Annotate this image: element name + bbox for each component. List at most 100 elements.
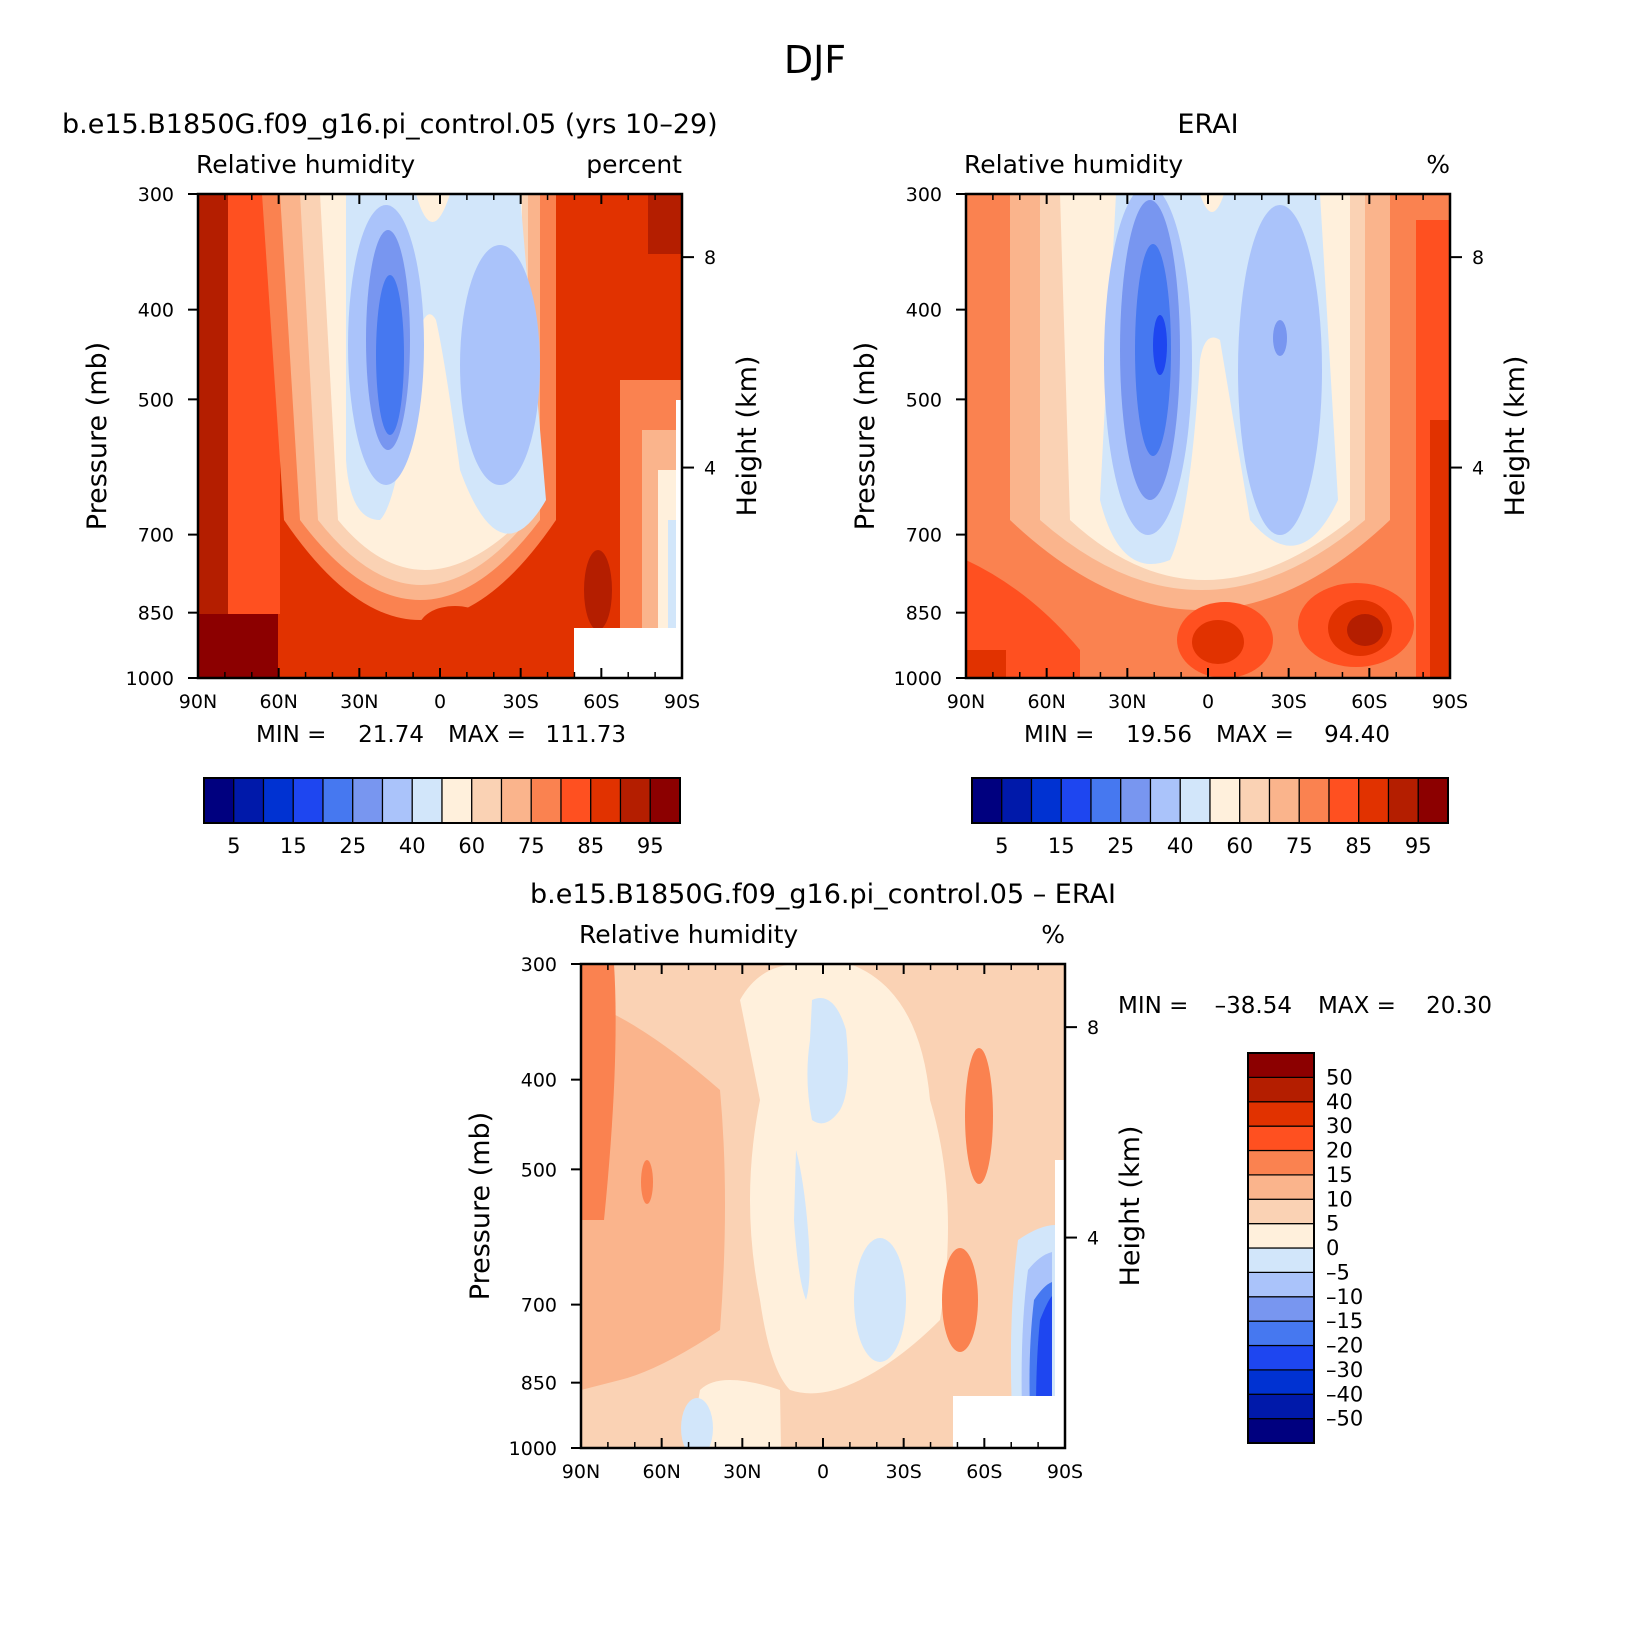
colorbar-box bbox=[530, 777, 562, 824]
field-band bbox=[581, 1000, 725, 1390]
x-tick-label: 30N bbox=[340, 691, 378, 713]
field-band bbox=[1430, 420, 1450, 678]
colorbar-box bbox=[500, 777, 532, 824]
field-band bbox=[198, 194, 228, 614]
x-tick-label: 60N bbox=[259, 691, 297, 713]
colorbar-label: –15 bbox=[1326, 1309, 1363, 1333]
colorbar-box bbox=[560, 777, 592, 824]
panel-diff-left-label: Relative humidity bbox=[579, 920, 798, 949]
colorbar-box bbox=[322, 777, 354, 824]
colorbar-box bbox=[1247, 1247, 1315, 1273]
x-tick-label: 30S bbox=[886, 1461, 922, 1483]
field-band bbox=[1238, 205, 1322, 535]
panel-model-field bbox=[198, 194, 682, 678]
figure-title: DJF bbox=[784, 38, 846, 82]
colorbar-label: –40 bbox=[1326, 1382, 1363, 1406]
panel-model-min-label: MIN = bbox=[256, 722, 326, 748]
field-band bbox=[584, 550, 612, 630]
field-band bbox=[1153, 315, 1167, 375]
colorbar-box bbox=[411, 777, 443, 824]
x-tick-label: 30S bbox=[503, 691, 539, 713]
x-tick-label: 0 bbox=[1202, 691, 1214, 713]
x-tick-label: 0 bbox=[434, 691, 446, 713]
panel-model-max-value: 111.73 bbox=[546, 722, 626, 748]
field-band bbox=[419, 606, 491, 650]
colorbar-box bbox=[1030, 777, 1062, 824]
panel-model: b.e15.B1850G.f09_g16.pi_control.05 (yrs … bbox=[62, 109, 763, 858]
colorbar-box bbox=[1239, 777, 1271, 824]
panel-obs-right-label: % bbox=[1426, 150, 1450, 179]
field-band bbox=[942, 1248, 978, 1352]
panel-obs-axes: 90N 60N 30N 0 30S 60S 90S 300 400 500 700 850 1000 8 4 bbox=[894, 184, 1484, 713]
colorbar-label: 85 bbox=[577, 834, 604, 858]
colorbar-box bbox=[1247, 1344, 1315, 1371]
field-band bbox=[807, 998, 848, 1124]
colorbar-label: 95 bbox=[1405, 834, 1432, 858]
x-tick-label: 90S bbox=[1432, 691, 1468, 713]
colorbar-box bbox=[1328, 777, 1360, 824]
field-band bbox=[1135, 244, 1171, 456]
missing-region bbox=[574, 628, 682, 678]
x-tick-label: 60N bbox=[642, 1461, 680, 1483]
colorbar-label: 25 bbox=[1107, 834, 1134, 858]
panel-model-left-label: Relative humidity bbox=[196, 150, 415, 179]
y-right-tick-label: 4 bbox=[704, 458, 716, 480]
colorbar-label: 40 bbox=[1167, 834, 1194, 858]
colorbar-box bbox=[1209, 777, 1241, 824]
colorbar-box bbox=[1060, 777, 1092, 824]
field-band bbox=[681, 1398, 713, 1448]
colorbar-label: 40 bbox=[399, 834, 426, 858]
colorbar-label: –50 bbox=[1326, 1407, 1363, 1431]
y-right-tick-label: 8 bbox=[704, 247, 716, 269]
colorbar-label: 10 bbox=[1326, 1187, 1353, 1211]
colorbar-label: 5 bbox=[1326, 1212, 1339, 1236]
missing-region bbox=[676, 400, 682, 678]
y-tick-label: 300 bbox=[521, 954, 557, 976]
y-tick-label: 700 bbox=[906, 525, 942, 547]
colorbar-box bbox=[203, 777, 235, 824]
colorbar-box bbox=[292, 777, 324, 824]
panel-diff-max-value: 20.30 bbox=[1426, 993, 1492, 1019]
x-tick-label: 0 bbox=[817, 1461, 829, 1483]
x-tick-label: 60N bbox=[1027, 691, 1065, 713]
panel-obs-field bbox=[966, 194, 1450, 678]
x-tick-label: 90N bbox=[947, 691, 985, 713]
y-right-tick-label: 8 bbox=[1087, 1017, 1099, 1039]
panel-diff-title: b.e15.B1850G.f09_g16.pi_control.05 – ERA… bbox=[530, 879, 1116, 910]
panel-obs-min-label: MIN = bbox=[1024, 722, 1094, 748]
colorbar-box bbox=[1120, 777, 1152, 824]
panel-model-title: b.e15.B1850G.f09_g16.pi_control.05 (yrs … bbox=[62, 109, 718, 140]
y-tick-label: 500 bbox=[138, 389, 174, 411]
colorbar-box bbox=[1298, 777, 1330, 824]
panel-diff-min-label: MIN = bbox=[1118, 993, 1188, 1019]
y-tick-label: 500 bbox=[906, 389, 942, 411]
colorbar-box bbox=[1358, 777, 1390, 824]
colorbar-label: 5 bbox=[227, 834, 240, 858]
colorbar-box bbox=[381, 777, 413, 824]
colorbar-box bbox=[1179, 777, 1211, 824]
x-tick-label: 30S bbox=[1271, 691, 1307, 713]
missing-region bbox=[1055, 1160, 1065, 1448]
y-tick-label: 1000 bbox=[126, 668, 174, 690]
panel-obs-left-label: Relative humidity bbox=[964, 150, 1183, 179]
panel-model-right-label: percent bbox=[586, 150, 682, 179]
colorbar-box bbox=[1247, 1198, 1315, 1225]
panel-obs: ERAI Relative humidity % 90N 60N 3 bbox=[850, 109, 1531, 858]
colorbar-box bbox=[1247, 1052, 1315, 1078]
panel-model-axes: 90N 60N 30N 0 30S 60S 90S 300 400 500 700 850 1000 8 4 bbox=[126, 184, 716, 713]
x-tick-label: 90S bbox=[664, 691, 700, 713]
x-tick-label: 30N bbox=[1108, 691, 1146, 713]
panel-obs-min-value: 19.56 bbox=[1126, 722, 1192, 748]
colorbar-label: 30 bbox=[1326, 1114, 1353, 1138]
y-tick-label: 1000 bbox=[894, 668, 942, 690]
panel-diff-max-label: MAX = bbox=[1318, 993, 1396, 1019]
x-tick-label: 90S bbox=[1047, 1461, 1083, 1483]
y-tick-label: 500 bbox=[521, 1159, 557, 1181]
colorbar-label: 25 bbox=[339, 834, 366, 858]
field-band bbox=[1347, 614, 1383, 646]
panel-model-min-value: 21.74 bbox=[358, 722, 424, 748]
colorbar-box bbox=[619, 777, 651, 824]
colorbar-box bbox=[1247, 1296, 1315, 1322]
